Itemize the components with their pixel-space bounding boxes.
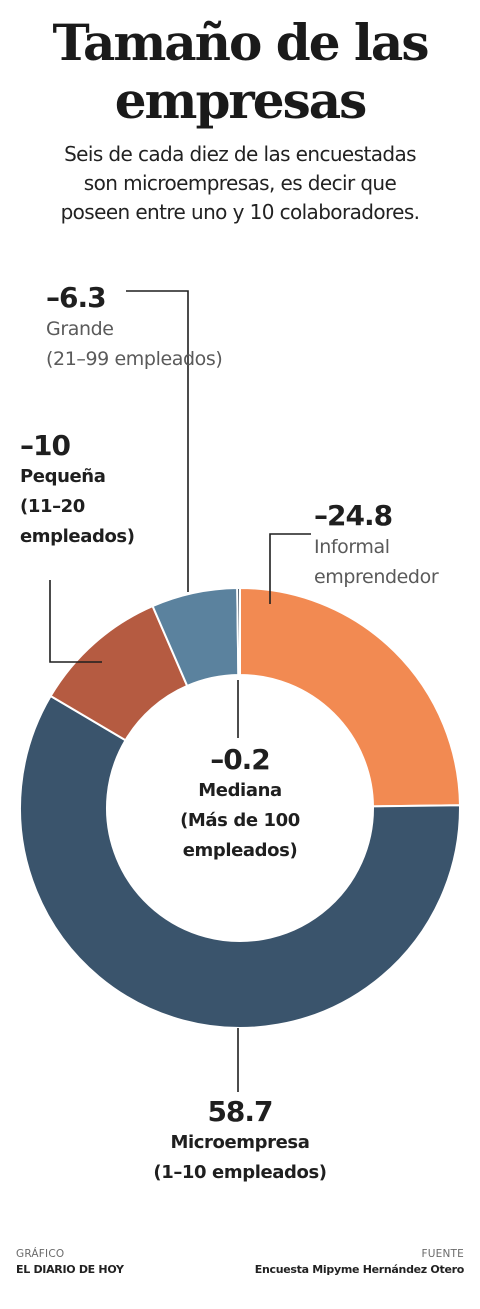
subtitle-line-2: son microempresas, es decir que [83,171,397,195]
label-informal-name: Informal [314,536,390,558]
label-mediana-name: Mediana [198,780,282,801]
label-micro-name: Microempresa [170,1132,310,1153]
donut-slice-informal [239,586,461,808]
footer-credit-head: GRÁFICO [16,1248,65,1260]
subtitle-line-3: poseen entre uno y 10 colaboradores. [60,200,420,224]
page-title: Tamaño de las empresas [0,14,480,130]
footer-source: FUENTE Encuesta Mipyme Hernández Otero [254,1246,465,1278]
label-informal: –24.8 Informal emprendedor [314,499,439,592]
page-subtitle: Seis de cada diez de las encuestadas son… [0,140,480,227]
label-pequena: –10 Pequeña (11–20 empleados) [20,430,135,552]
subtitle-line-1: Seis de cada diez de las encuestadas [64,142,416,166]
footer-source-body: Encuesta Mipyme Hernández Otero [254,1263,465,1276]
footer-credit-body: EL DIARIO DE HOY [16,1263,124,1276]
label-micro-value: 58.7 [207,1095,273,1128]
label-grande-value: –6.3 [46,281,107,314]
donut-slice-mediana [236,586,241,677]
footer-credit: GRÁFICO EL DIARIO DE HOY [16,1246,124,1278]
label-mediana-desc-2: empleados) [182,840,298,861]
label-pequena-value: –10 [20,429,71,462]
label-mediana-desc: (Más de 100 [180,810,300,831]
leader-lines [49,290,311,1092]
label-grande: –6.3 Grande (21–99 empleados) [46,281,223,374]
leader-line-pequena [49,580,102,663]
leader-line-grande [126,290,189,592]
label-grande-desc: (21–99 empleados) [46,348,223,370]
donut-slice-micro [19,694,461,1029]
label-informal-desc: emprendedor [314,566,439,588]
title-line-1: Tamaño de las [52,13,430,72]
footer-source-head: FUENTE [421,1248,464,1260]
title-line-2: empresas [114,71,368,130]
leader-line-informal [269,533,311,604]
label-micro: 58.7 Microempresa (1–10 empleados) [120,1096,360,1188]
label-grande-name: Grande [46,318,114,340]
label-pequena-name: Pequeña [20,466,106,487]
label-micro-desc: (1–10 empleados) [153,1162,327,1183]
label-mediana: –0.2 Mediana (Más de 100 empleados) [140,744,340,866]
label-pequena-desc-2: empleados) [20,526,135,547]
label-mediana-value: –0.2 [210,743,271,776]
label-pequena-desc: (11–20 [20,496,85,517]
donut-slices [19,586,461,1029]
label-informal-value: –24.8 [314,499,393,532]
